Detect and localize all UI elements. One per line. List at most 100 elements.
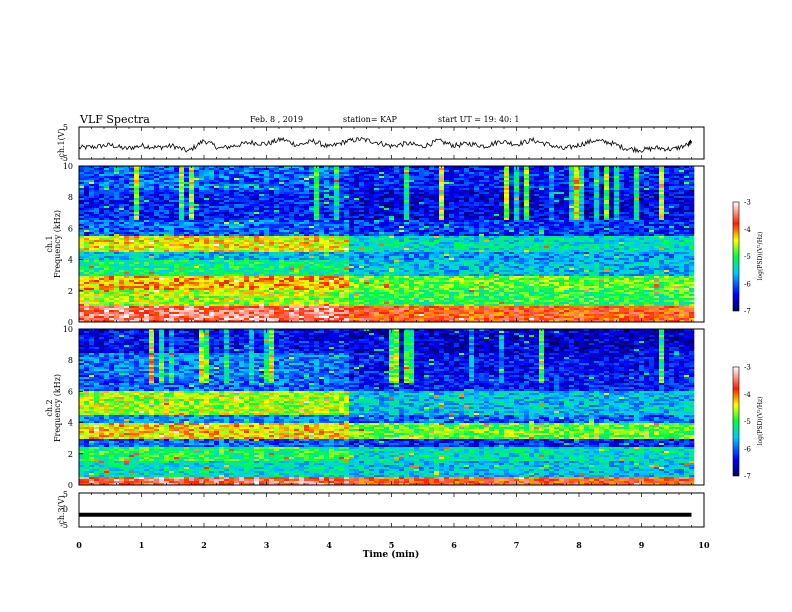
- spectrogram-cell: [139, 244, 144, 246]
- spectrogram-cell: [104, 224, 109, 226]
- spectrogram-cell: [234, 270, 239, 272]
- spectrogram-cell: [219, 290, 224, 292]
- spectrogram-cell: [124, 188, 129, 190]
- spectrogram-cell: [179, 250, 184, 252]
- spectrogram-cell: [219, 308, 224, 310]
- spectrogram-cell: [84, 176, 89, 178]
- spectrogram-cell: [174, 196, 179, 198]
- spectrogram-cell: [119, 184, 124, 186]
- spectrogram-cell: [129, 312, 134, 314]
- spectrogram-cell: [159, 292, 164, 294]
- spectrogram-cell: [129, 228, 134, 230]
- spectrogram-cell: [154, 200, 159, 202]
- spectrogram-cell: [224, 304, 229, 306]
- spectrogram-cell: [224, 210, 229, 212]
- spectrogram-cell: [199, 256, 204, 258]
- spectrogram-cell: [89, 282, 94, 284]
- spectrogram-cell: [114, 288, 119, 290]
- spectrogram-cell: [94, 200, 99, 202]
- spectrogram-cell: [154, 282, 159, 284]
- spectrogram-cell: [124, 290, 129, 292]
- spectrogram-cell: [119, 210, 124, 212]
- spectrogram-cell: [89, 296, 94, 298]
- spectrogram-cell: [84, 286, 89, 288]
- spectrogram-cell: [139, 262, 144, 264]
- spectrogram-cell: [154, 218, 159, 220]
- spectrogram-cell: [154, 266, 159, 268]
- spectrogram-cell: [224, 178, 229, 180]
- spectrogram-cell: [164, 290, 169, 292]
- spectrogram-cell: [214, 178, 219, 180]
- spectrogram-cell: [89, 266, 94, 268]
- spectrogram-cell: [129, 200, 134, 202]
- spectrogram-cell: [224, 282, 229, 284]
- spectrogram-cell: [124, 224, 129, 226]
- spectrogram-cell: [239, 172, 244, 174]
- spectrogram-cell: [144, 294, 149, 296]
- spectrogram-cell: [149, 212, 154, 214]
- spectrogram-cell: [164, 222, 169, 224]
- spectrogram-cell: [169, 230, 174, 232]
- spectrogram-cell: [124, 220, 129, 222]
- spectrogram-cell: [144, 188, 149, 190]
- spectrogram-cell: [159, 270, 164, 272]
- spectrogram-cell: [214, 212, 219, 214]
- spectrogram-cell: [129, 314, 134, 316]
- spectrogram-cell: [79, 250, 84, 252]
- spectrogram-cell: [159, 168, 164, 170]
- spectrogram-cell: [204, 240, 209, 242]
- spectrogram-cell: [89, 284, 94, 286]
- spectrogram-cell: [214, 310, 219, 312]
- spectrogram-cell: [139, 218, 144, 220]
- spectrogram-cell: [84, 240, 89, 242]
- spectrogram-cell: [169, 208, 174, 210]
- spectrogram-cell: [129, 232, 134, 234]
- spectrogram-cell: [219, 222, 224, 224]
- spectrogram-cell: [234, 184, 239, 186]
- spectrogram-cell: [134, 300, 139, 302]
- spectrogram-cell: [109, 194, 114, 196]
- spectrogram-cell: [214, 188, 219, 190]
- spectrogram-cell: [129, 308, 134, 310]
- spectrogram-cell: [94, 198, 99, 200]
- spectrogram-cell: [184, 232, 189, 234]
- spectrogram-cell: [129, 318, 134, 320]
- spectrogram-cell: [104, 268, 109, 270]
- spectrogram-cell: [104, 298, 109, 300]
- spectrogram-cell: [79, 188, 84, 190]
- spectrogram-cell: [79, 170, 84, 172]
- spectrogram-cell: [84, 218, 89, 220]
- spectrogram-cell: [189, 270, 194, 272]
- spectrogram-cell: [199, 308, 204, 310]
- spectrogram-cell: [189, 172, 194, 174]
- spectrogram-cell: [229, 276, 234, 278]
- spectrogram-cell: [109, 184, 114, 186]
- spectrogram-cell: [229, 220, 234, 222]
- spectrogram-cell: [89, 312, 94, 314]
- spectrogram-cell: [134, 202, 139, 204]
- spectrogram-cell: [179, 252, 184, 254]
- spectrogram-cell: [179, 306, 184, 308]
- spectrogram-cell: [129, 270, 134, 272]
- spectrogram-cell: [154, 174, 159, 176]
- spectrogram-cell: [84, 310, 89, 312]
- spectrogram-cell: [159, 226, 164, 228]
- spectrogram-cell: [224, 226, 229, 228]
- spectrogram-cell: [129, 190, 134, 192]
- spectrogram-cell: [109, 236, 114, 238]
- spectrogram-cell: [124, 298, 129, 300]
- spectrogram-cell: [224, 316, 229, 318]
- spectrogram-cell: [214, 280, 219, 282]
- spectrogram-cell: [79, 184, 84, 186]
- spectrogram-cell: [214, 234, 219, 236]
- spectrogram-cell: [229, 298, 234, 300]
- spectrogram-cell: [164, 252, 169, 254]
- spectrogram-cell: [184, 250, 189, 252]
- spectrogram-cell: [174, 302, 179, 304]
- spectrogram-cell: [194, 180, 199, 182]
- spectrogram-cell: [144, 290, 149, 292]
- spectrogram-cell: [159, 202, 164, 204]
- spectrogram-cell: [234, 308, 239, 310]
- spectrogram-cell: [139, 182, 144, 184]
- spectrogram-cell: [164, 306, 169, 308]
